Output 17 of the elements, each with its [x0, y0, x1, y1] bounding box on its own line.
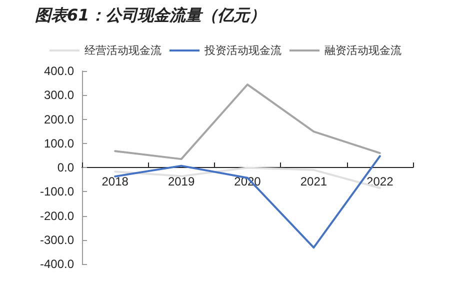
y-tick-label: 200.0: [44, 112, 74, 126]
legend-label: 经营活动现金流: [84, 44, 162, 57]
line-series: [114, 84, 381, 160]
chart-title: 图表61：公司现金流量（亿元）: [35, 6, 266, 24]
x-tick-label: 2018: [102, 174, 129, 188]
x-tick-label: 2021: [300, 174, 328, 188]
y-tick-label: -300.0: [40, 232, 74, 247]
y-tick-label: -400.0: [40, 257, 74, 271]
y-tick-label: 100.0: [44, 136, 74, 150]
x-tick-label: 2019: [168, 174, 195, 188]
y-tick-label: 0.0: [57, 160, 74, 174]
y-tick-label: 400.0: [44, 64, 74, 78]
y-tick-label: 300.0: [44, 88, 74, 102]
y-tick-label: -200.0: [40, 208, 74, 223]
y-tick-label: -100.0: [40, 184, 74, 199]
legend-label: 投资活动现金流: [204, 44, 282, 57]
legend-label: 融资活动现金流: [324, 44, 402, 57]
